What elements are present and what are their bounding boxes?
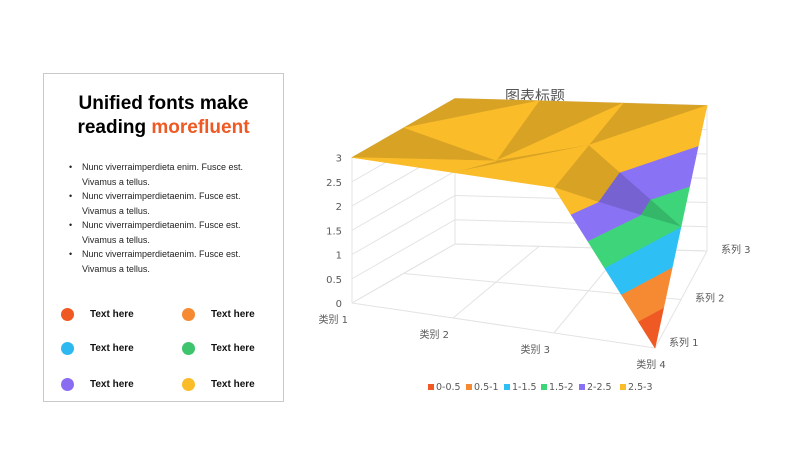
legend-label: 2.5-3 <box>628 382 653 393</box>
category-label: 类别 4 <box>636 358 666 371</box>
legend-swatch-icon <box>620 384 626 390</box>
red-dot-icon <box>61 308 74 321</box>
bullet-list: Nunc viverraimperdieta enim. Fusce est. … <box>66 160 266 276</box>
green-dot-icon <box>182 342 195 355</box>
legend-item: Text here <box>61 378 134 391</box>
legend-item-label: Text here <box>211 379 255 390</box>
legend-label: 0.5-1 <box>474 382 499 393</box>
color-legend: Text here Text here Text here Text here … <box>61 306 281 396</box>
series-label: 系列 3 <box>721 243 751 256</box>
surface-patch <box>351 157 497 173</box>
category-label: 类别 1 <box>318 313 348 326</box>
legend-item-label: Text here <box>90 379 134 390</box>
headline-line-2: reading morefluent <box>44 116 283 140</box>
legend-swatch-icon <box>541 384 547 390</box>
bullet-item: Nunc viverraimperdietaenim. Fusce est. V… <box>66 189 266 218</box>
blue-dot-icon <box>61 342 74 355</box>
legend-item: Text here <box>182 378 255 391</box>
legend-item: Text here <box>182 342 255 355</box>
legend-item-label: Text here <box>90 309 134 320</box>
z-tick-label: 2.5 <box>326 178 342 189</box>
series-label: 系列 2 <box>695 292 725 305</box>
category-label: 类别 2 <box>419 328 449 341</box>
legend-item-label: Text here <box>211 309 255 320</box>
legend-swatch-icon <box>428 384 434 390</box>
headline-line-1: Unified fonts make <box>78 93 249 114</box>
headline-accent: morefluent <box>151 117 250 138</box>
z-tick-label: 1 <box>336 251 342 262</box>
z-tick-label: 0 <box>336 299 342 310</box>
bullet-item: Nunc viverraimperdietaenim. Fusce est. V… <box>66 218 266 247</box>
floor-gridline <box>351 302 656 349</box>
z-tick-label: 2 <box>336 202 342 213</box>
legend-label: 2-2.5 <box>587 382 612 393</box>
legend-label: 0-0.5 <box>436 382 461 393</box>
z-tick-label: 1.5 <box>326 226 342 237</box>
legend-swatch-icon <box>466 384 472 390</box>
legend-label: 1-1.5 <box>512 382 537 393</box>
legend-label: 1.5-2 <box>549 382 574 393</box>
z-tick-label: 0.5 <box>326 275 342 286</box>
z-tick-label: 3 <box>336 154 342 165</box>
bullet-item: Nunc viverraimperdieta enim. Fusce est. … <box>66 160 266 189</box>
headline-prefix: reading <box>77 117 152 138</box>
legend-item: Text here <box>61 308 134 321</box>
purple-dot-icon <box>61 378 74 391</box>
chart-legend: 0-0.5 0.5-1 1-1.5 1.5-2 2-2.5 2.5-3 <box>428 382 653 393</box>
legend-item: Text here <box>61 342 134 355</box>
info-card: Unified fonts make reading morefluent Nu… <box>43 73 284 402</box>
orange-dot-icon <box>182 308 195 321</box>
surface-patch <box>452 145 589 188</box>
yellow-dot-icon <box>182 378 195 391</box>
chart-surface <box>351 98 708 349</box>
card-headline: Unified fonts make reading morefluent <box>44 92 283 140</box>
series-label: 系列 1 <box>669 336 699 349</box>
legend-item-label: Text here <box>90 343 134 354</box>
legend-item: Text here <box>182 308 255 321</box>
legend-item-label: Text here <box>211 343 255 354</box>
category-label: 类别 3 <box>520 343 550 356</box>
legend-swatch-icon <box>504 384 510 390</box>
bullet-item: Nunc viverraimperdietaenim. Fusce est. V… <box>66 247 266 276</box>
legend-swatch-icon <box>579 384 585 390</box>
surface-patch <box>553 187 599 215</box>
chart-axis-labels: 0 0.5 1 1.5 2 2.5 3 类别 1 类别 2 类别 3 类别 4系列 1 系列 2 系列 … <box>318 154 750 372</box>
